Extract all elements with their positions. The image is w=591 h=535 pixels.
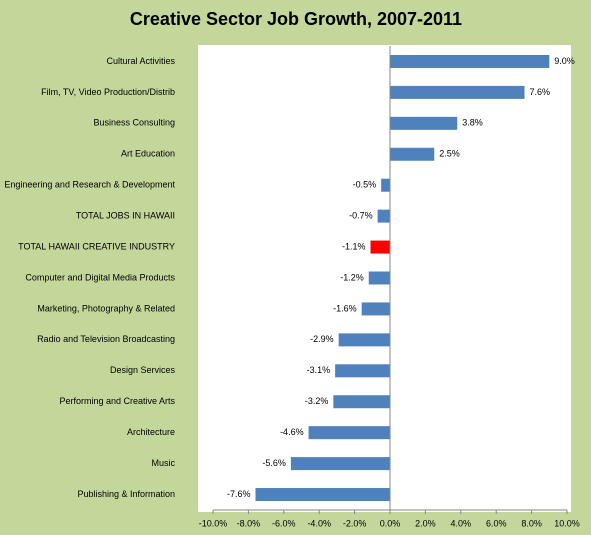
x-tick-label: 2.0%: [415, 518, 436, 528]
bar: [370, 240, 390, 254]
value-label: -1.1%: [342, 241, 366, 251]
x-tick-label: -4.0%: [307, 518, 331, 528]
y-tick-label: TOTAL JOBS IN HAWAII: [76, 211, 175, 221]
value-label: 7.6%: [530, 87, 551, 97]
value-label: -1.6%: [333, 303, 357, 313]
y-tick-label: Architecture: [127, 427, 175, 437]
bar: [255, 488, 390, 502]
y-tick-label: Cultural Activities: [106, 56, 175, 66]
chart-title: Creative Sector Job Growth, 2007-2011: [130, 9, 462, 29]
y-tick-label: Film, TV, Video Production/Distrib: [41, 87, 175, 97]
value-label: -5.6%: [262, 458, 286, 468]
value-label: 3.8%: [462, 118, 483, 128]
value-label: -4.6%: [280, 427, 304, 437]
y-tick-label: TOTAL HAWAII CREATIVE INDUSTRY: [18, 241, 175, 251]
bar: [390, 54, 550, 68]
value-label: -0.7%: [349, 211, 373, 221]
y-tick-label: Art Education: [121, 149, 175, 159]
x-tick-label: 6.0%: [486, 518, 507, 528]
bar: [377, 209, 390, 223]
bar: [390, 85, 525, 99]
value-label: -7.6%: [227, 489, 251, 499]
bar: [390, 147, 435, 161]
x-tick-label: 10.0%: [554, 518, 580, 528]
y-tick-label: Design Services: [110, 365, 176, 375]
value-label: 9.0%: [554, 56, 575, 66]
x-tick-label: 0.0%: [380, 518, 401, 528]
x-tick-label: -2.0%: [343, 518, 367, 528]
bar: [290, 457, 390, 471]
y-tick-label: Publishing & Information: [77, 489, 175, 499]
y-tick-label: Engineering and Research & Development: [4, 180, 175, 190]
y-tick-label: Marketing, Photography & Related: [37, 303, 175, 313]
x-tick-label: -10.0%: [199, 518, 228, 528]
value-label: -3.1%: [307, 365, 331, 375]
x-tick-label: 8.0%: [521, 518, 542, 528]
x-tick-label: -8.0%: [237, 518, 261, 528]
value-label: -0.5%: [353, 180, 377, 190]
x-tick-label: -6.0%: [272, 518, 296, 528]
y-tick-label: Performing and Creative Arts: [59, 396, 175, 406]
x-tick-label: 4.0%: [451, 518, 472, 528]
bar: [361, 302, 390, 316]
bar: [335, 364, 390, 378]
bar: [308, 426, 390, 440]
bar: [338, 333, 390, 347]
y-tick-label: Computer and Digital Media Products: [25, 272, 175, 282]
value-label: -1.2%: [340, 272, 364, 282]
bar: [333, 395, 390, 409]
bar: [390, 116, 458, 130]
bar: [381, 178, 390, 192]
value-label: 2.5%: [439, 149, 460, 159]
y-tick-label: Radio and Television Broadcasting: [37, 334, 175, 344]
value-label: -2.9%: [310, 334, 334, 344]
y-tick-label: Business Consulting: [93, 118, 175, 128]
y-tick-label: Music: [151, 458, 175, 468]
bar: [368, 271, 390, 285]
value-label: -3.2%: [305, 396, 329, 406]
